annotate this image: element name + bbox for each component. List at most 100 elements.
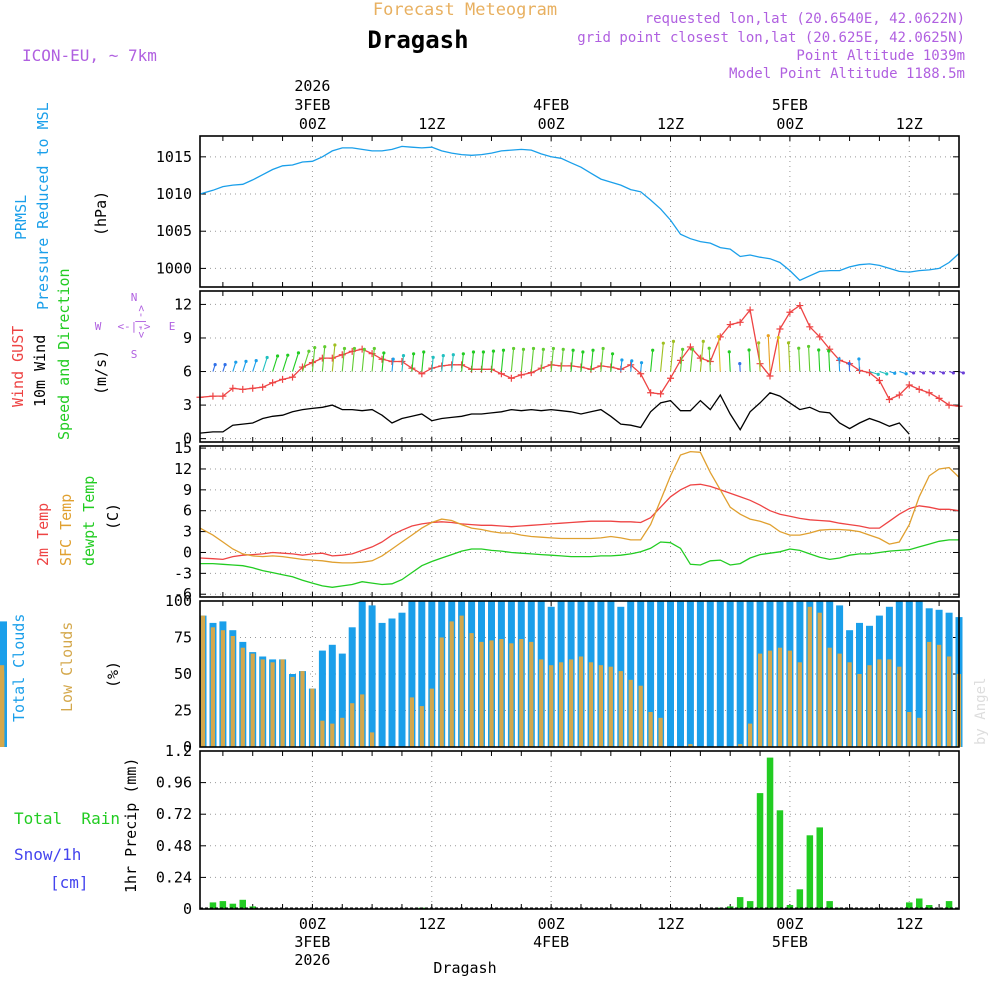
model-altitude: Model Point Altitude 1188.5m	[729, 66, 965, 82]
wind-arrow-head	[571, 348, 575, 352]
gust-marker	[686, 343, 694, 351]
low-cloud-bar	[529, 641, 534, 747]
low-cloud-bar	[230, 636, 235, 747]
gust-marker	[935, 394, 943, 402]
low-cloud-bar	[489, 640, 494, 747]
y-tick-label: 9	[183, 329, 192, 347]
low-cloud-bar	[618, 671, 623, 747]
wind-arrow-head	[471, 350, 476, 354]
gust-marker	[239, 385, 247, 393]
wind-arrow-head	[690, 347, 695, 351]
wind-arrow-head	[275, 354, 280, 358]
wind-arrow-head	[837, 357, 841, 361]
gust-marker	[766, 372, 774, 380]
y-tick-label: 1010	[156, 185, 192, 203]
y-tick-label: 0	[183, 900, 192, 918]
wind-arrow	[560, 349, 564, 372]
wind-arrow	[311, 347, 316, 372]
wind-arrow-head	[797, 346, 801, 350]
wind-arrow-head	[541, 347, 545, 351]
low-cloud-bar	[857, 674, 862, 747]
wind-arrow	[777, 337, 781, 372]
wind-arrow	[550, 348, 554, 372]
top-year-label: 2026	[294, 77, 330, 95]
wind-arrow-head	[451, 353, 455, 357]
legend-2m-temp: 2m Temp	[34, 503, 52, 566]
gust-marker	[726, 321, 734, 329]
low-cloud-bar	[290, 676, 295, 747]
wind-arrow-head	[313, 346, 317, 350]
low-cloud-bar	[628, 679, 633, 747]
low-cloud-bar	[837, 653, 842, 747]
low-cloud-bar	[0, 679, 5, 747]
gust-marker	[915, 385, 923, 393]
low-cloud-bar	[817, 612, 822, 747]
gust-marker	[676, 356, 684, 364]
y-tick-label: 0.96	[156, 774, 192, 792]
legend-precip-axis: 1hr Precip (mm)	[122, 758, 140, 893]
y-tick-label: 0.72	[156, 805, 192, 823]
wind-arrow-head	[342, 346, 347, 351]
compass-s: S	[131, 348, 138, 361]
total-cloud-bar	[358, 601, 366, 747]
wind-arrow	[331, 344, 336, 372]
wind-arrow	[620, 359, 623, 372]
total-cloud-bar	[677, 601, 684, 747]
precip-bar	[736, 897, 744, 909]
low-cloud-bar	[409, 697, 414, 747]
total-cloud-bar	[905, 601, 913, 747]
wind-arrow	[787, 342, 791, 372]
low-cloud-bar	[748, 723, 753, 747]
wind-arrow-head	[234, 360, 238, 364]
wind-arrow-head	[681, 347, 685, 351]
total-cloud-bar	[318, 650, 326, 747]
low-cloud-bar	[847, 662, 852, 747]
y-tick-label: 12	[174, 460, 192, 478]
low-cloud-bar	[360, 694, 365, 747]
wind-arrow	[679, 349, 684, 372]
panel-frame	[199, 600, 960, 748]
grid-point-coords: grid point closest lon,lat (20.625E, 42.…	[577, 30, 965, 46]
low-cloud-bar	[260, 659, 265, 747]
wind-arrow	[520, 349, 525, 372]
compass-vertical: <-|->	[135, 305, 148, 338]
precip-bar	[766, 757, 774, 909]
wind-arrow-head	[876, 372, 880, 376]
total-cloud-bar	[915, 601, 923, 747]
wind-arrow	[758, 342, 761, 372]
super-title: Forecast Meteogram	[373, 0, 557, 20]
wind-arrow	[371, 348, 375, 372]
wind-arrow-head	[806, 344, 811, 349]
wind-arrow	[570, 350, 574, 372]
gust-marker	[776, 325, 784, 333]
precip-bar	[906, 902, 913, 909]
low-cloud-bar	[340, 717, 345, 747]
low-cloud-bar	[200, 615, 206, 747]
wind-arrow-head	[461, 352, 465, 356]
wind-arrow	[798, 348, 801, 372]
low-cloud-bar	[578, 656, 584, 747]
wind-arrow-head	[651, 348, 655, 352]
low-cloud-bar	[638, 685, 643, 747]
wind-arrow-head	[401, 353, 406, 358]
wind-arrow-head	[620, 358, 624, 362]
bottom-date-label: 5FEB	[772, 933, 808, 951]
compass-rose: N <-|-> W <-|-> E S	[95, 291, 176, 361]
wind-arrow-head	[857, 357, 861, 361]
gust-marker	[507, 374, 515, 382]
low-cloud-bar	[907, 712, 912, 747]
gust-marker	[875, 376, 883, 384]
precip-bar	[209, 902, 217, 909]
wind-arrow	[510, 348, 515, 372]
gust-marker	[696, 354, 704, 362]
wind-arrow	[282, 354, 289, 372]
low-cloud-bar	[877, 659, 882, 747]
gust-marker	[269, 379, 277, 387]
y-tick-label: 1005	[156, 222, 192, 240]
wind-arrow	[242, 361, 247, 372]
low-cloud-bar	[648, 712, 653, 747]
panel-frame	[199, 750, 960, 910]
total-cloud-bar	[398, 612, 406, 747]
low-cloud-bar	[419, 706, 424, 747]
low-cloud-bar	[459, 615, 464, 747]
